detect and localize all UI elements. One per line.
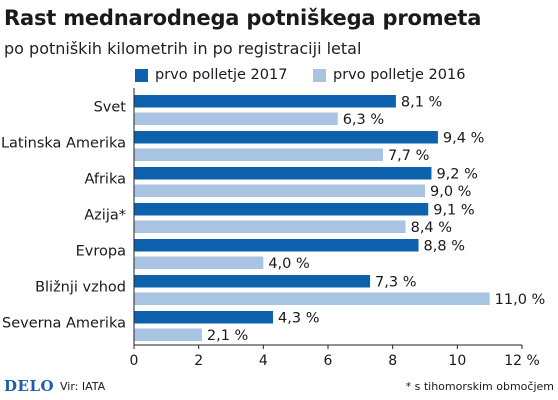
legend-swatch-2017 (135, 68, 148, 82)
data-label-2016: 2,1 % (207, 328, 248, 344)
bar-2017 (134, 131, 438, 144)
bar-2016 (134, 256, 264, 269)
bar-2017 (134, 239, 419, 252)
delo-logo: DELO (4, 377, 55, 395)
bar-2017 (134, 95, 396, 108)
x-tick-label: 6 (324, 353, 333, 369)
data-label-2016: 6,3 % (343, 112, 384, 128)
bar-2016 (134, 292, 490, 305)
legend-label-2017: prvo polletje 2017 (155, 67, 288, 83)
category-label: Svet (94, 100, 127, 116)
legend-swatch-2016 (313, 68, 326, 82)
data-label-2016: 9,0 % (430, 184, 471, 200)
category-label: Afrika (84, 172, 126, 188)
category-label: Latinska Amerika (1, 136, 126, 152)
data-label-2017: 8,1 % (401, 95, 442, 111)
bar-2016 (134, 328, 202, 341)
bar-2016 (134, 220, 406, 233)
data-label-2017: 9,4 % (443, 131, 484, 147)
data-label-2017: 9,1 % (433, 203, 474, 219)
x-tick-label: 4 (259, 353, 268, 369)
data-label-2016: 8,4 % (411, 220, 452, 236)
x-tick-label: 8 (388, 353, 397, 369)
x-tick-label: 12 % (504, 353, 540, 369)
data-label-2017: 4,3 % (278, 311, 319, 327)
legend-label-2016: prvo polletje 2016 (333, 67, 466, 83)
chart-title: Rast mednarodnega potniškega prometa (4, 6, 482, 30)
legend-item-2017: prvo polletje 2017 (135, 66, 287, 84)
data-label-2016: 7,7 % (388, 148, 429, 164)
data-label-2016: 4,0 % (268, 256, 309, 272)
x-tick-label: 0 (130, 353, 139, 369)
bar-2017 (134, 275, 371, 288)
bar-2016 (134, 112, 338, 125)
bar-2017 (134, 203, 429, 216)
category-label: Bližnji vzhod (35, 280, 126, 296)
source-note: Vir: IATA (60, 380, 106, 393)
bar-2017 (134, 167, 432, 180)
bar-2016 (134, 148, 383, 161)
category-label: Evropa (76, 244, 126, 260)
category-label: Azija* (84, 208, 126, 224)
footnote: * s tihomorskim območjem (405, 380, 554, 393)
bar-2017 (134, 311, 274, 324)
bar-2016 (134, 184, 425, 197)
data-label-2016: 11,0 % (495, 292, 546, 308)
x-tick-label: 10 (448, 353, 466, 369)
data-label-2017: 8,8 % (424, 239, 465, 255)
legend-item-2016: prvo polletje 2016 (313, 66, 465, 84)
data-label-2017: 9,2 % (436, 167, 477, 183)
chart-subtitle: po potniških kilometrih in po registraci… (4, 39, 362, 58)
x-tick-label: 2 (194, 353, 203, 369)
category-label: Severna Amerika (2, 316, 126, 332)
data-label-2017: 7,3 % (375, 275, 416, 291)
